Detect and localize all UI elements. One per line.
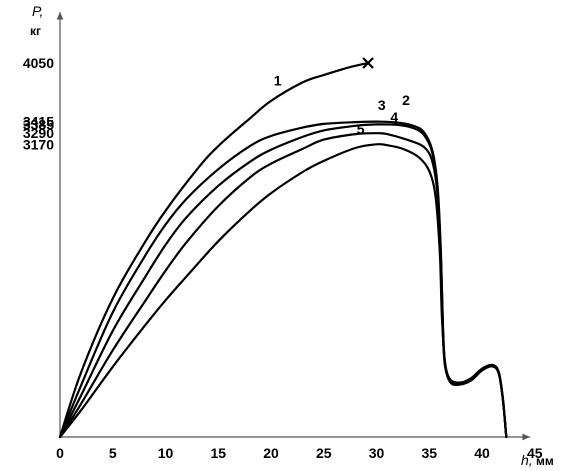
x-tick-label: 15: [210, 445, 226, 461]
x-axis-label: h,: [521, 452, 533, 468]
x-tick-label: 30: [369, 445, 385, 461]
series-labels: 1 234 5: [274, 72, 410, 137]
series-label-2: 2: [402, 92, 410, 108]
series-label-5: 5: [357, 121, 365, 137]
curve-1: [58, 61, 370, 439]
curve-3: [58, 123, 508, 439]
series-label-1: 1: [274, 72, 282, 88]
x-tick-label: 35: [421, 445, 437, 461]
y-tick-label: 3415: [23, 114, 54, 130]
x-tick-labels: 0 5 10 15 20 25 30 35 40 45: [56, 445, 543, 461]
x-tick-label: 45: [527, 445, 543, 461]
y-tick-label: 3290: [23, 125, 54, 141]
x-tick-label: 20: [263, 445, 279, 461]
x-tick-label: 10: [158, 445, 174, 461]
y-axis-unit: кг: [30, 24, 41, 38]
x-axis-unit: мм: [536, 454, 554, 468]
x-tick-label: 40: [474, 445, 490, 461]
series-label-4: 4: [390, 109, 398, 125]
failure-x-marker: [362, 57, 374, 69]
y-tick-label: 3170: [23, 136, 54, 152]
y-axis-label: P,: [32, 3, 43, 19]
y-tick-label: 3385: [23, 116, 54, 132]
y-tick-label: 4050: [23, 55, 54, 71]
x-tick-label: 5: [109, 445, 117, 461]
curve-2: [58, 120, 508, 439]
x-tick-label: 0: [56, 445, 64, 461]
series-label-3: 3: [378, 97, 386, 113]
x-tick-label: 25: [316, 445, 332, 461]
curve-5: [58, 143, 508, 439]
curves: [58, 57, 508, 439]
